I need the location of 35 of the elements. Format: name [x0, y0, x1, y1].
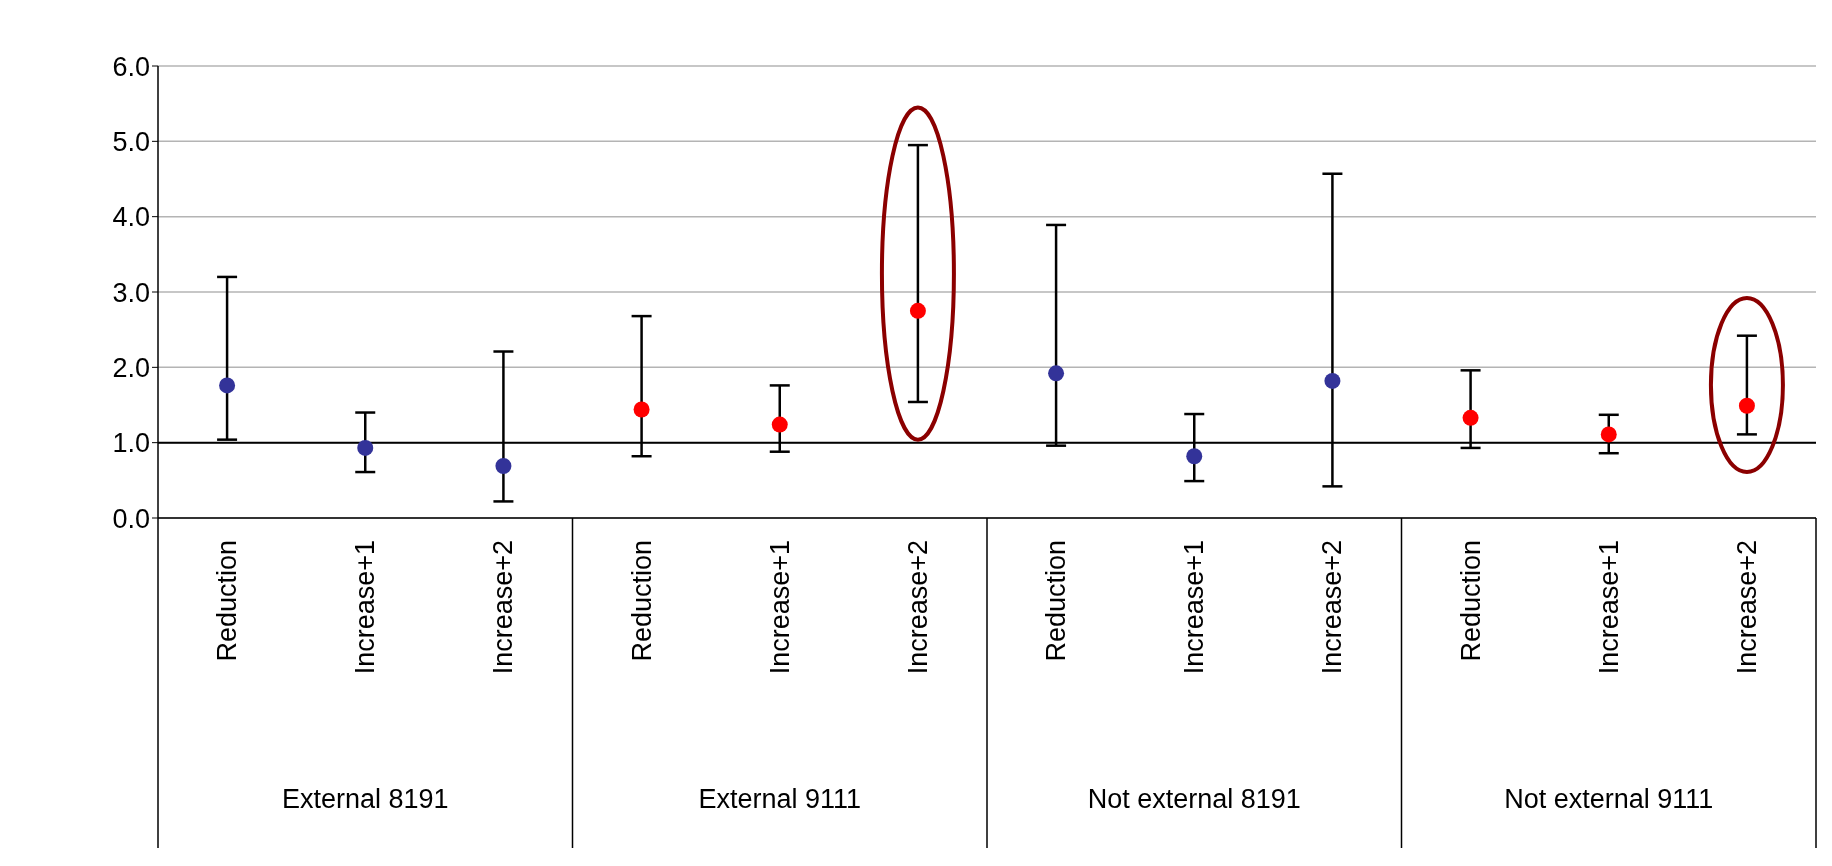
- y-tick-label: 2.0: [112, 352, 150, 383]
- point: [1186, 448, 1203, 465]
- point: [1324, 372, 1341, 389]
- point: [909, 302, 926, 319]
- x-tick-label: Increase+1: [1179, 540, 1210, 675]
- x-tick-label: Reduction: [1455, 540, 1486, 662]
- text: Not external 8191: [1087, 784, 1301, 814]
- x-tick-label: Reduction: [626, 540, 657, 662]
- text: External 9111: [698, 784, 862, 814]
- point: [633, 401, 650, 418]
- x-tick-label: Increase+2: [902, 540, 933, 675]
- x-tick-label: Increase+2: [488, 540, 519, 675]
- y-tick-label: 3.0: [112, 277, 150, 308]
- x-tick-label: Reduction: [212, 540, 243, 662]
- point: [1738, 397, 1755, 414]
- x-tick-label: Increase+1: [1593, 540, 1624, 675]
- y-tick-label: 6.0: [112, 51, 150, 82]
- x-tick-label: Increase+2: [1731, 540, 1762, 675]
- y-tick-label: 0.0: [112, 503, 150, 534]
- point: [219, 377, 236, 394]
- point: [357, 439, 374, 456]
- y-tick-label: 1.0: [112, 428, 150, 459]
- point: [495, 458, 512, 475]
- x-tick-label: Increase+2: [1317, 540, 1348, 675]
- text: External 8191: [281, 784, 449, 814]
- point: [1048, 365, 1065, 382]
- point: [1600, 426, 1617, 443]
- y-tick-label: 5.0: [112, 126, 150, 157]
- x-tick-label: Increase+1: [350, 540, 381, 675]
- point: [771, 416, 788, 433]
- x-tick-label: Increase+1: [764, 540, 795, 675]
- y-tick-label: 4.0: [112, 202, 150, 233]
- text: Not external 9111: [1504, 784, 1714, 814]
- point: [1462, 409, 1479, 426]
- x-tick-label: Reduction: [1041, 540, 1072, 662]
